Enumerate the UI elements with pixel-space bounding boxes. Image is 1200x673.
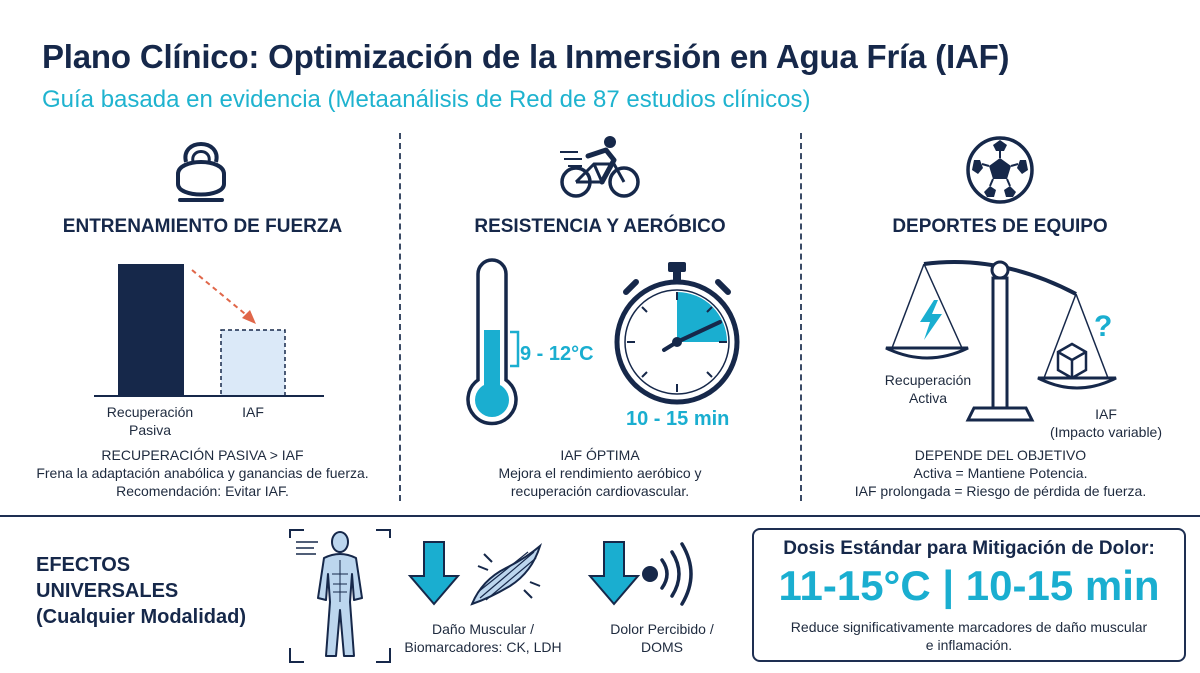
endurance-heading: RESISTENCIA Y AERÓBICO bbox=[474, 216, 726, 237]
thermometer-level bbox=[484, 330, 500, 400]
dose-description: Reduce significativamente marcadores de … bbox=[790, 619, 1148, 653]
dose-title: Dosis Estándar para Mitigación de Dolor: bbox=[783, 538, 1155, 559]
muscle-damage-label: Daño Muscular / Biomarcadores: CK, LDH bbox=[404, 621, 562, 655]
section-divider bbox=[0, 515, 1200, 517]
human-body-icon bbox=[289, 529, 391, 663]
endurance-caption: IAF ÓPTIMA Mejora el rendimiento aeróbic… bbox=[498, 447, 702, 499]
pain-signal-icon bbox=[642, 542, 693, 606]
column-divider-2 bbox=[800, 133, 802, 501]
bar-passive-recovery bbox=[118, 264, 184, 396]
page-title: Plano Clínico: Optimización de la Inmers… bbox=[42, 38, 1010, 75]
temp-range-label: 9 - 12°C bbox=[520, 343, 594, 365]
pain-label: Dolor Percibido / DOMS bbox=[610, 621, 714, 655]
down-arrow-pain-icon bbox=[587, 541, 641, 606]
left-pan bbox=[885, 346, 969, 360]
team-heading: DEPORTES DE EQUIPO bbox=[892, 216, 1108, 237]
temp-bracket bbox=[510, 330, 520, 368]
soccer-ball-icon bbox=[966, 136, 1034, 204]
muscle-fiber-icon bbox=[470, 542, 542, 606]
thermometer-icon bbox=[466, 258, 520, 426]
bar-iaf bbox=[220, 329, 286, 397]
column-divider-1 bbox=[399, 133, 401, 501]
strength-heading: ENTRENAMIENTO DE FUERZA bbox=[62, 216, 343, 237]
down-arrow-muscle-icon bbox=[407, 541, 461, 606]
lightning-icon bbox=[920, 300, 942, 340]
time-range-label: 10 - 15 min bbox=[626, 408, 730, 430]
bar-iaf-label: IAF bbox=[242, 404, 264, 420]
team-caption: DEPENDE DEL OBJETIVO Activa = Mantiene P… bbox=[854, 447, 1147, 499]
iaf-variable-label: IAF (Impacto variable) bbox=[1049, 406, 1163, 440]
decrease-arrowhead bbox=[242, 310, 256, 324]
page-subtitle: Guía basada en evidencia (Metaanálisis d… bbox=[42, 86, 811, 113]
stopwatch-elapsed-segment bbox=[677, 292, 727, 342]
balance-scale-icon bbox=[885, 260, 1117, 422]
dose-box bbox=[752, 528, 1186, 662]
question-mark: ? bbox=[1094, 310, 1113, 343]
ice-cube-icon bbox=[1056, 342, 1088, 380]
kettlebell-icon bbox=[176, 142, 226, 202]
bar-passive-label: Recuperación Pasiva bbox=[106, 404, 194, 438]
universal-effects-title: EFECTOS UNIVERSALES (Cualquier Modalidad… bbox=[36, 554, 246, 628]
active-recovery-label: Recuperación Activa bbox=[884, 372, 972, 406]
cyclist-icon bbox=[560, 136, 640, 198]
stopwatch-icon bbox=[614, 262, 740, 405]
dose-value: 11-15°C | 10-15 min bbox=[778, 562, 1160, 609]
right-pan bbox=[1037, 376, 1117, 390]
strength-bar-chart bbox=[94, 264, 324, 397]
strength-caption: RECUPERACIÓN PASIVA > IAF Frena la adapt… bbox=[36, 447, 369, 499]
decrease-arrow bbox=[191, 269, 251, 319]
